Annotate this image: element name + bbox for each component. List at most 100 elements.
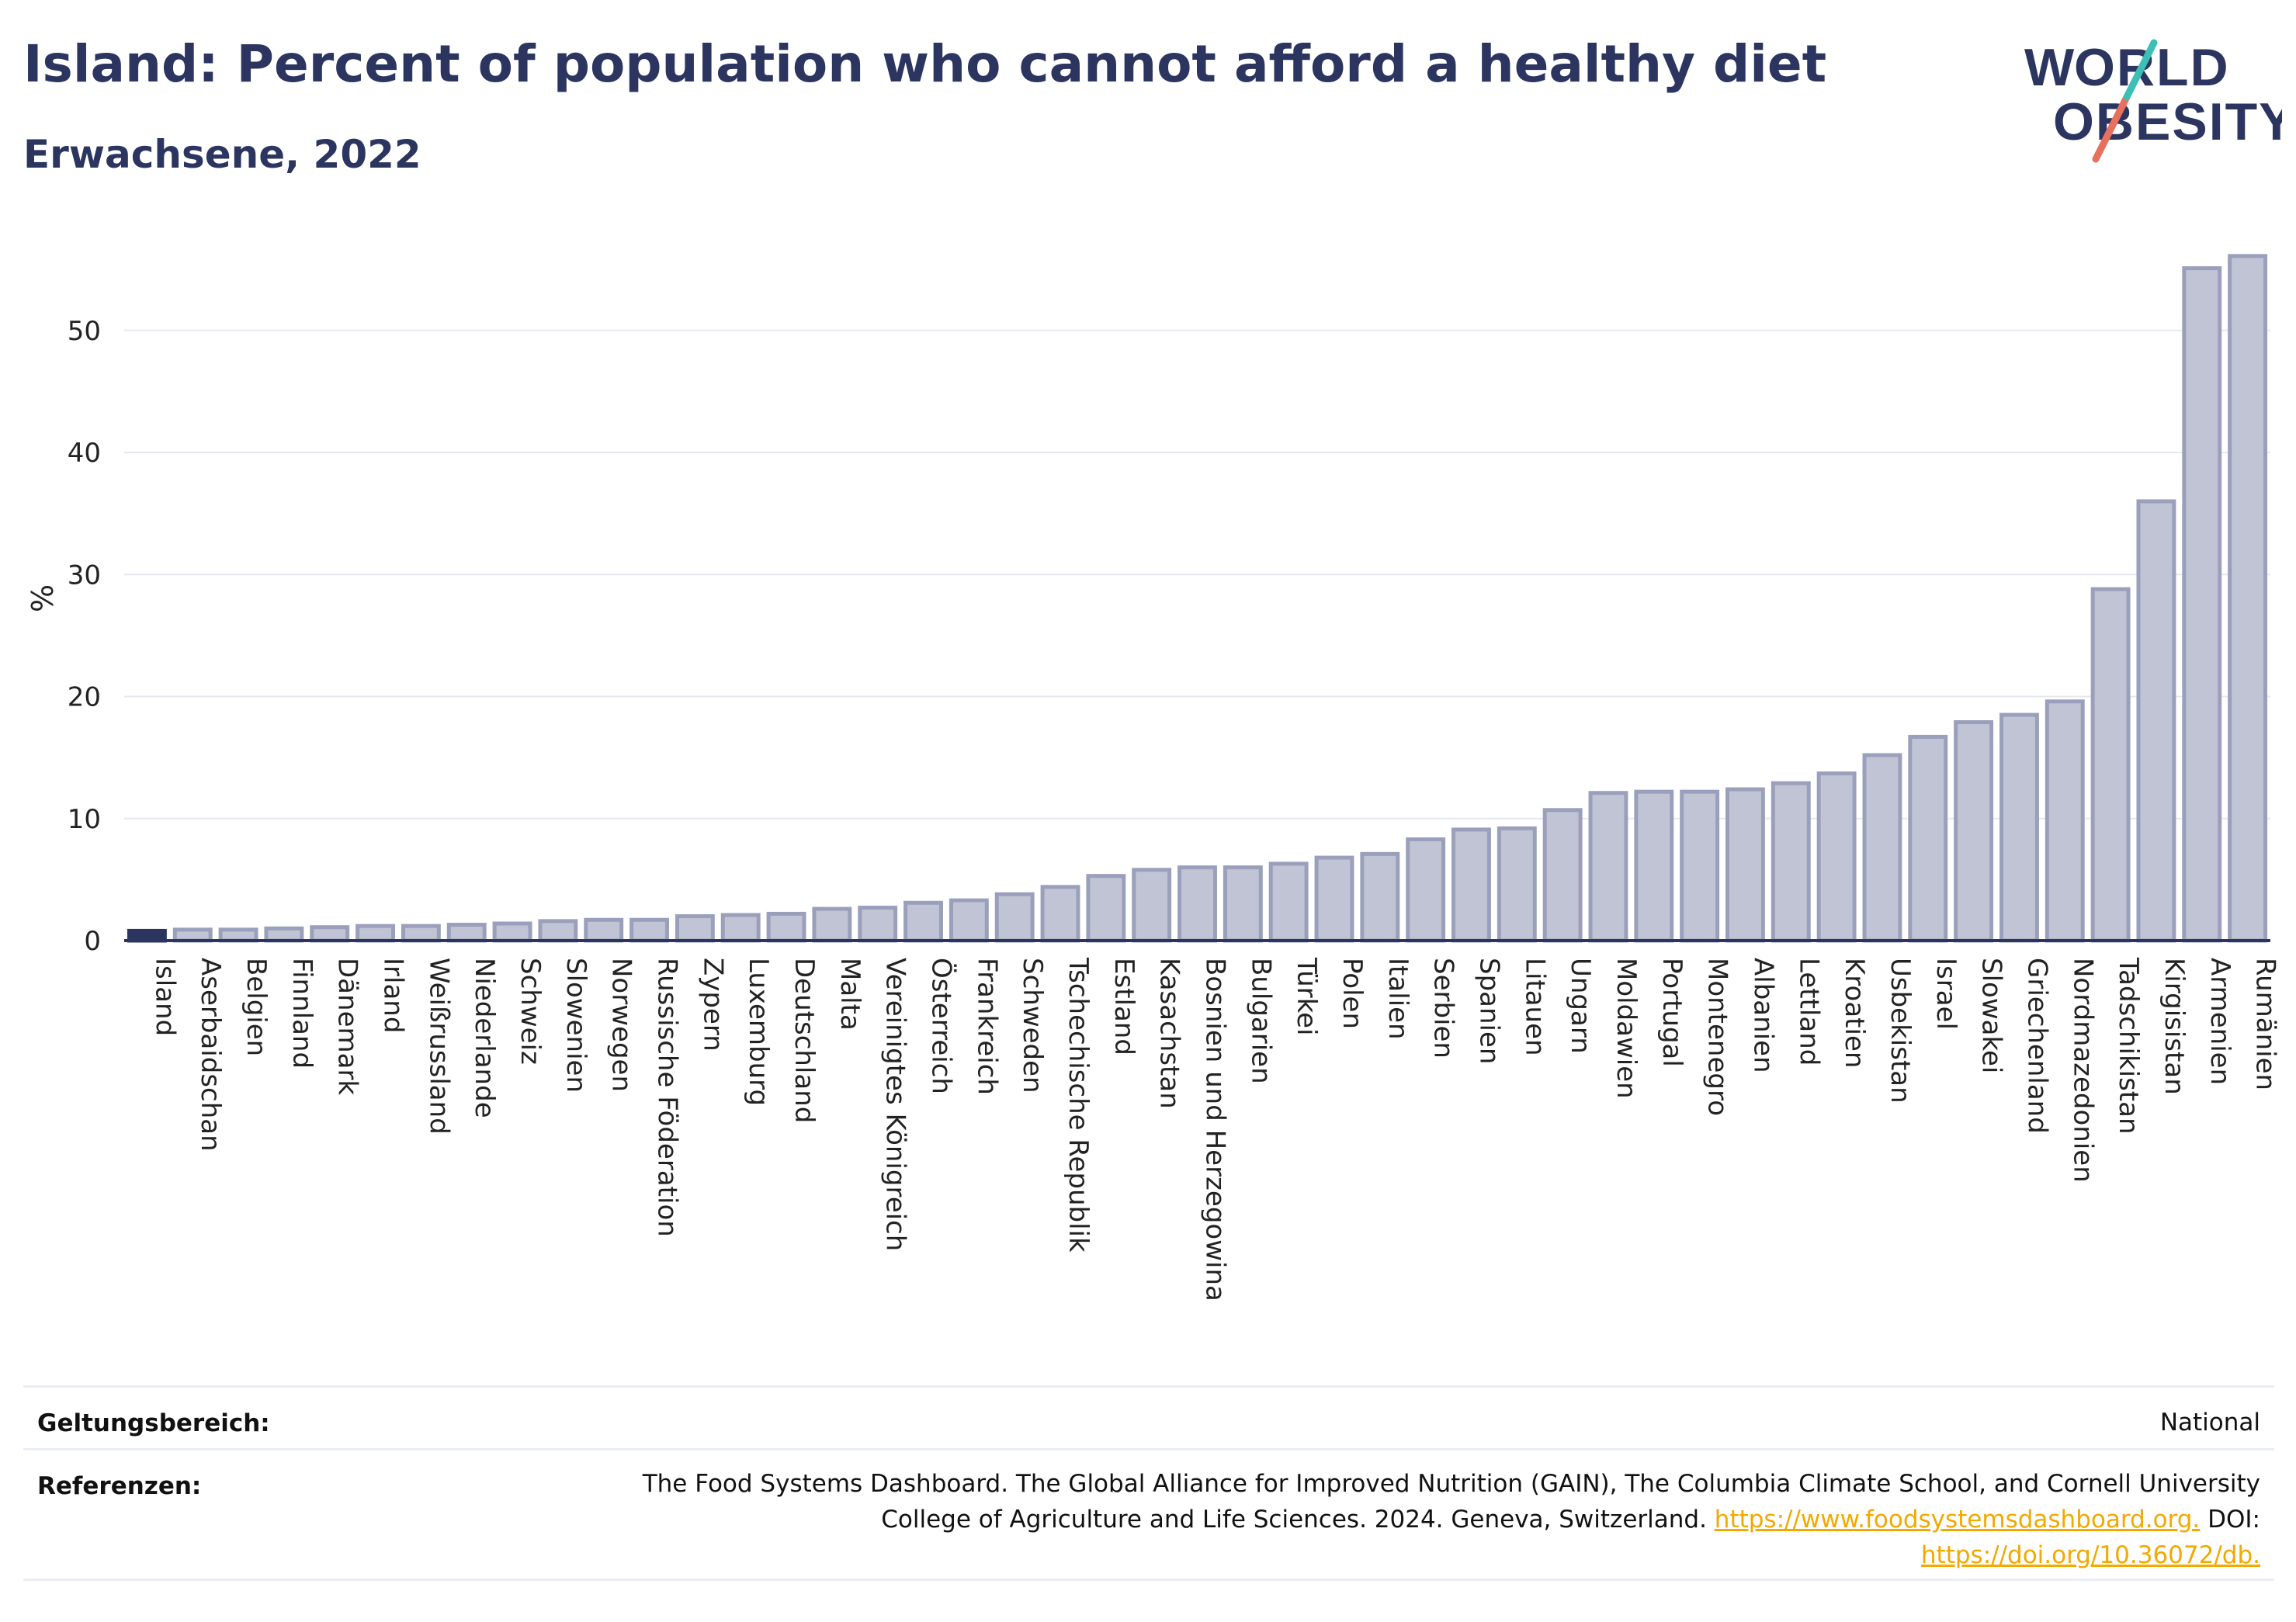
bar [1771, 781, 1811, 943]
bar [264, 926, 304, 943]
references-row: Referenzen: The Food Systems Dashboard. … [23, 1448, 2274, 1581]
x-tick-label: Albanien [1747, 958, 1778, 1073]
x-tick-label: Finnland [286, 958, 317, 1069]
bar [1360, 851, 1400, 943]
x-tick-label: Israel [1930, 958, 1961, 1030]
bar-chart: 0 10 20 30 40 50% Island Aserbaidschan Belgien Fi… [26, 254, 2281, 1301]
y-tick-label: 30 [68, 560, 101, 591]
y-axis-label: % [26, 584, 60, 612]
bar [1497, 826, 1537, 943]
bar [1086, 874, 1126, 943]
bar [538, 919, 578, 943]
bar [218, 927, 258, 943]
references-text: The Food Systems Dashboard. The Global A… [643, 1466, 2260, 1573]
x-tick-label: Deutschland [789, 958, 820, 1123]
x-tick-label: Armenien [2204, 958, 2235, 1085]
bar [675, 914, 715, 943]
bar [720, 913, 761, 943]
x-tick-label: Tadschikistan [2113, 957, 2144, 1135]
chart-title: Island: Percent of population who cannot… [23, 34, 1827, 94]
x-tick-label: Norwegen [606, 958, 637, 1092]
bar [1040, 885, 1080, 943]
bar [812, 906, 852, 943]
x-tick-label: Zypern [697, 958, 728, 1052]
scope-label: Geltungsbereich: [37, 1409, 270, 1437]
bar [355, 924, 396, 943]
x-tick-label: Luxemburg [743, 958, 774, 1106]
bar [1588, 791, 1628, 943]
x-tick-label: Serbien [1428, 958, 1459, 1059]
x-tick-label: Slowakei [1976, 958, 2007, 1073]
bar [1132, 868, 1172, 943]
x-tick-label: Dänemark [332, 958, 363, 1095]
references-line-2-text: College of Agriculture and Life Sciences… [881, 1506, 1707, 1534]
bar [949, 898, 989, 943]
x-tick-label: Frankreich [971, 958, 1002, 1095]
bar [1542, 808, 1583, 943]
x-tick-label: Ungarn [1565, 958, 1596, 1054]
x-tick-label: Weißrussland [423, 958, 454, 1135]
x-tick-label: Rumänien [2250, 958, 2281, 1090]
x-tick-label: Lettland [1793, 958, 1824, 1066]
bar [584, 917, 624, 943]
x-tick-label: Montenegro [1702, 958, 1733, 1116]
y-tick-label: 20 [68, 682, 101, 713]
x-tick-label: Island [149, 958, 180, 1036]
bar [172, 927, 213, 943]
x-tick-label: Vereinigtes Königreich [880, 958, 911, 1251]
dashboard-link[interactable]: https://www.foodsystemsdashboard.org. [1714, 1506, 2201, 1534]
bar [994, 892, 1035, 943]
bar [2090, 587, 2131, 943]
scope-row: Geltungsbereich: National [23, 1385, 2274, 1450]
doi-link[interactable]: https://doi.org/10.36072/db. [1920, 1541, 2260, 1569]
x-tick-label: Moldawien [1611, 958, 1642, 1099]
x-tick-label: Malta [834, 958, 865, 1031]
doi-label: DOI: [2208, 1506, 2260, 1534]
x-tick-label: Polen [1337, 958, 1368, 1029]
bar [1862, 753, 1902, 943]
x-tick-label: Türkei [1291, 957, 1322, 1035]
x-tick-label: Usbekistan [1885, 958, 1916, 1104]
x-tick-label: Kroatien [1839, 958, 1870, 1068]
world-obesity-logo: W ORLD OBESITY [2018, 31, 2294, 171]
x-tick-label: Nordmazedonien [2067, 958, 2098, 1183]
x-tick-label: Italien [1382, 958, 1413, 1040]
bar [1908, 734, 1948, 943]
y-tick-label: 50 [68, 316, 101, 347]
chart-subtitle: Erwachsene, 2022 [23, 132, 421, 177]
bar [903, 900, 943, 943]
x-tick-label: Estland [1108, 958, 1139, 1055]
x-tick-label: Russische Föderation [652, 958, 683, 1237]
logo-graphic: W ORLD OBESITY [2024, 38, 2294, 163]
x-tick-label: Bosnien und Herzegowina [1200, 958, 1231, 1301]
bar [2182, 266, 2222, 943]
y-tick-label: 40 [68, 438, 101, 469]
bar [492, 921, 532, 943]
bar [1451, 827, 1491, 943]
x-tick-label: Belgien [241, 958, 272, 1056]
x-tick-label: Österreich [926, 958, 958, 1094]
references-line-2: College of Agriculture and Life Sciences… [643, 1502, 2260, 1537]
scope-value: National [2159, 1409, 2260, 1437]
references-line-1: The Food Systems Dashboard. The Global A… [642, 1470, 2260, 1498]
bar [2045, 699, 2085, 943]
x-tick-label: Irland [378, 958, 409, 1033]
x-tick-label: Aserbaidschan [195, 958, 226, 1152]
x-tick-label: Kasachstan [1154, 958, 1185, 1109]
x-tick-label: Tschechische Republik [1063, 957, 1094, 1253]
bar [446, 923, 487, 943]
bar [1725, 787, 1765, 943]
svg-text:W: W [2024, 38, 2075, 97]
references-label: Referenzen: [37, 1472, 202, 1500]
svg-text:OBESITY: OBESITY [2053, 92, 2282, 151]
bar [1954, 720, 1994, 943]
bar [1314, 855, 1354, 943]
bar [858, 906, 898, 943]
x-tick-label: Slowenien [560, 958, 591, 1093]
bar [1406, 837, 1446, 943]
x-tick-label: Litauen [1519, 958, 1550, 1056]
bar [1999, 712, 2039, 943]
bar [310, 925, 350, 943]
bar [629, 917, 669, 943]
bar [401, 924, 441, 943]
